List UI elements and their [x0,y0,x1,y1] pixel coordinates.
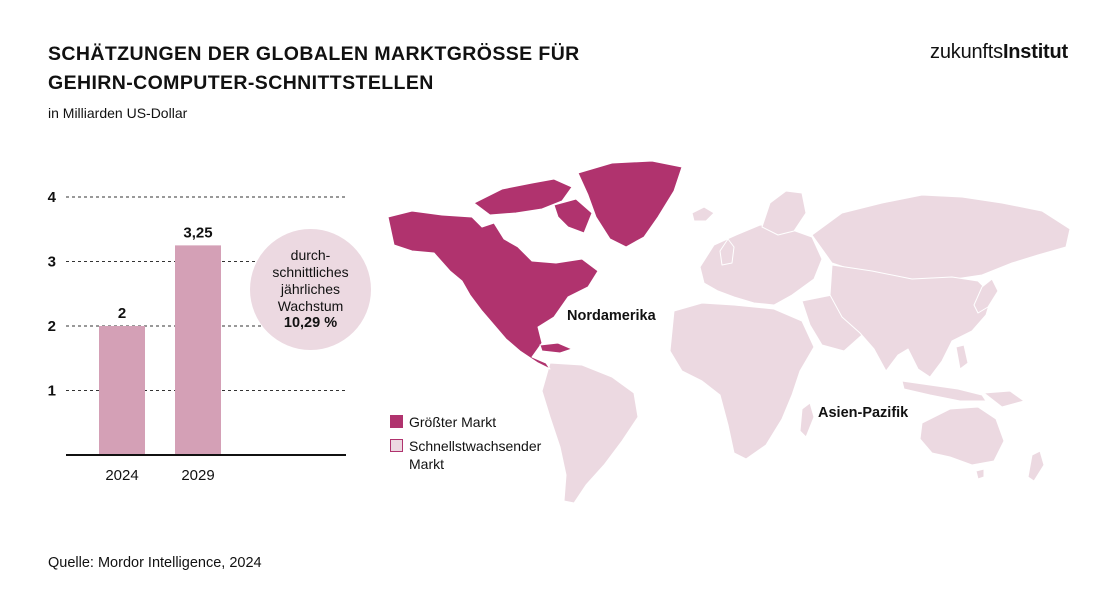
map-scandinavia [761,190,807,236]
map-madagascar [799,402,815,438]
map-arctic-islands [473,178,573,216]
growth-rate-badge: durch- schnittliches jährliches Wachstum… [250,229,371,350]
map-iceland [691,206,715,222]
map-cuba [539,342,573,354]
map-baffin-island [553,198,593,234]
region-label-asia-pacific: Asien-Pazifik [818,405,909,421]
bar-2024 [99,326,145,455]
map-north-america-mainland [387,210,599,370]
zukunftsinstitut-logo: zukunftsInstitut [930,41,1068,64]
map-australia [919,406,1005,466]
source-note: Quelle: Mordor Intelligence, 2024 [48,555,262,571]
map-indonesia [901,380,987,402]
growth-text-line-2: schnittliches [272,264,349,280]
x-tick-label-2029: 2029 [181,467,214,484]
legend-swatch-fastest [390,439,403,452]
logo-text-bold: Institut [1002,41,1068,63]
bar-2029 [175,245,221,455]
bar-value-labels: 23,25 [118,224,213,322]
legend-label-fastest: Schnellstwachsender Markt [409,438,542,472]
growth-text-line-1: durch- [290,247,331,263]
map-south-america [541,362,639,504]
map-tasmania [975,468,985,480]
logo-text-light: zukunfts [930,41,1003,63]
map-new-zealand [1027,450,1045,482]
growth-text-line-4: Wachstum [277,298,344,314]
y-tick-label-3: 3 [48,254,56,271]
map-legend: Größter Markt Schnellstwachsender Markt [390,413,569,479]
legend-swatch-largest [390,415,403,428]
y-tick-label-2: 2 [48,318,56,335]
region-label-north-america: Nordamerika [567,308,656,324]
map-africa [669,302,815,460]
map-greenland [577,160,683,248]
y-tick-label-4: 4 [48,189,57,206]
y-axis-ticks: 1 2 3 4 [48,189,57,400]
bars [99,245,221,455]
map-philippines [955,344,969,370]
bar-value-label-2029: 3,25 [183,224,212,241]
map-new-guinea [983,390,1025,408]
map-british-isles [719,238,735,266]
world-map [387,160,1071,504]
chart-subtitle: in Milliarden US-Dollar [48,105,188,121]
x-axis-labels: 2024 2029 [105,467,214,484]
y-tick-label-1: 1 [48,383,56,400]
map-japan [973,278,999,314]
growth-rate-value: 10,29 % [283,315,338,331]
legend-item-largest: Größter Markt [390,413,569,431]
bar-value-label-2024: 2 [118,305,126,322]
growth-text-line-3: jährliches [280,281,341,297]
map-europe [699,224,823,306]
x-tick-label-2024: 2024 [105,467,138,484]
legend-item-fastest: Schnellstwachsender Markt [390,437,569,473]
map-asia-pacific-mainland [829,264,993,378]
legend-label-largest: Größter Markt [409,414,497,430]
chart-title: Schätzungen der globalen Marktgröße für … [48,43,580,94]
